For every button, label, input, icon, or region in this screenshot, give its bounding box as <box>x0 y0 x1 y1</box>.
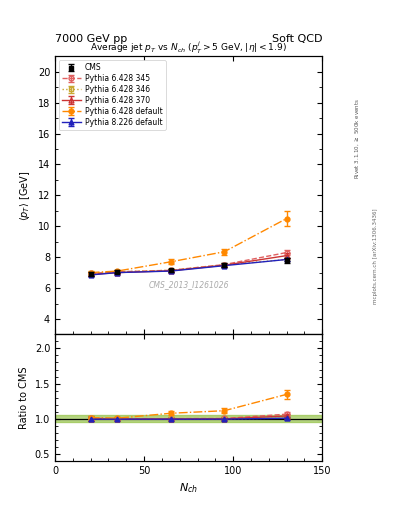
Text: mcplots.cern.ch [arXiv:1306.3436]: mcplots.cern.ch [arXiv:1306.3436] <box>373 208 378 304</box>
Y-axis label: $\langle p_T \rangle$ [GeV]: $\langle p_T \rangle$ [GeV] <box>18 170 32 221</box>
Text: CMS_2013_I1261026: CMS_2013_I1261026 <box>149 280 229 289</box>
Text: 7000 GeV pp: 7000 GeV pp <box>55 33 127 44</box>
X-axis label: $N_{ch}$: $N_{ch}$ <box>179 481 198 495</box>
Bar <box>55 415 322 422</box>
Text: Soft QCD: Soft QCD <box>272 33 322 44</box>
Y-axis label: Ratio to CMS: Ratio to CMS <box>19 367 29 429</box>
Text: Rivet 3.1.10, $\geq$ 500k events: Rivet 3.1.10, $\geq$ 500k events <box>354 98 361 179</box>
Title: Average jet $p_T$ vs $N_{ch}$ ($p_T^j$$>$5 GeV, $|\eta|$$<$1.9): Average jet $p_T$ vs $N_{ch}$ ($p_T^j$$>… <box>90 40 287 56</box>
Legend: CMS, Pythia 6.428 345, Pythia 6.428 346, Pythia 6.428 370, Pythia 6.428 default,: CMS, Pythia 6.428 345, Pythia 6.428 346,… <box>59 60 165 130</box>
